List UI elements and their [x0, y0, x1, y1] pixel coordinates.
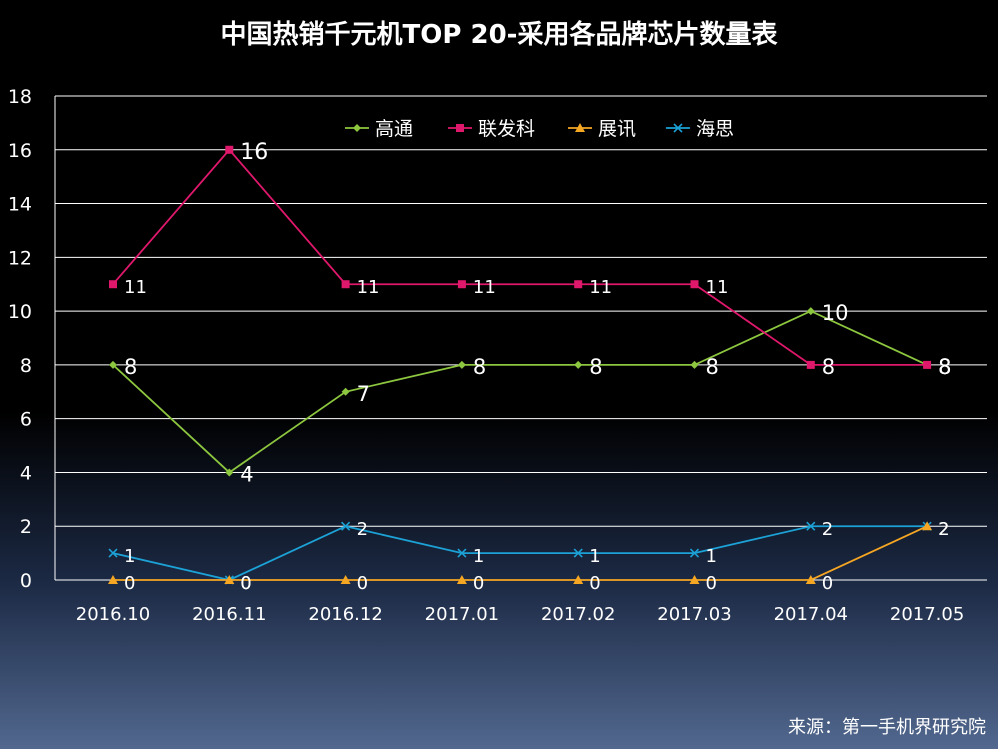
- data-point: [573, 548, 583, 558]
- data-label: 0: [822, 573, 833, 594]
- legend-entry: 联发科: [478, 118, 535, 140]
- data-point: [574, 360, 583, 369]
- x-tick-label: 2016.10: [76, 604, 150, 625]
- data-point: [689, 548, 700, 558]
- data-point: [341, 387, 350, 396]
- data-point: [457, 280, 466, 289]
- data-label: 8: [124, 355, 137, 379]
- x-tick-label: 2017.01: [425, 604, 499, 625]
- data-label: 0: [706, 573, 717, 594]
- data-label: 11: [357, 277, 380, 298]
- x-tick-label: 2017.03: [657, 604, 731, 625]
- data-point: [341, 280, 350, 289]
- y-tick-label: 16: [8, 140, 32, 162]
- data-label: 2: [822, 519, 833, 540]
- series-line-3: [112, 525, 928, 581]
- y-tick-label: 8: [20, 355, 32, 377]
- data-label: 0: [124, 573, 135, 594]
- y-tick-label: 6: [20, 409, 32, 431]
- data-point: [109, 280, 117, 289]
- data-label: 10: [822, 301, 849, 325]
- legend-marker: [575, 123, 585, 132]
- data-label: 11: [706, 277, 729, 298]
- data-point: [457, 360, 466, 369]
- chart-title: 中国热销千元机TOP 20-采用各品牌芯片数量表: [220, 20, 778, 50]
- data-point: [108, 548, 118, 558]
- data-label: 0: [357, 573, 368, 594]
- data-label: 1: [473, 546, 484, 567]
- data-label: 1: [124, 546, 135, 567]
- series-line-0: [112, 310, 928, 474]
- y-tick-label: 0: [20, 570, 32, 592]
- data-point: [923, 360, 932, 369]
- y-tick-label: 14: [8, 194, 32, 216]
- data-label: 2: [938, 519, 949, 540]
- data-point: [108, 575, 118, 584]
- legend-entry: 展讯: [598, 118, 636, 140]
- data-label: 8: [589, 355, 602, 379]
- data-point: [574, 280, 583, 289]
- data-point: [225, 145, 234, 154]
- legend-entry: 海思: [696, 118, 734, 140]
- x-tick-label: 2017.05: [890, 604, 964, 625]
- data-point: [341, 521, 351, 531]
- data-label: 11: [124, 277, 147, 298]
- x-tick-label: 2017.04: [774, 604, 848, 625]
- data-label: 7: [357, 382, 370, 406]
- data-label: 8: [706, 355, 719, 379]
- data-label: 11: [473, 277, 496, 298]
- legend-marker: [673, 123, 683, 133]
- data-label: 4: [240, 462, 253, 486]
- data-point: [457, 548, 467, 558]
- data-label: 0: [240, 573, 251, 594]
- data-point: [340, 575, 351, 584]
- data-point: [690, 280, 699, 289]
- data-label: 0: [240, 573, 251, 594]
- data-label: 2: [938, 519, 949, 540]
- y-tick-label: 10: [8, 301, 32, 323]
- data-point: [224, 575, 235, 584]
- legend-marker: [456, 124, 464, 132]
- data-point: [690, 360, 699, 369]
- data-point: [109, 360, 117, 369]
- data-label: 8: [938, 355, 951, 379]
- data-point: [806, 360, 815, 369]
- data-point: [805, 575, 816, 584]
- y-tick-label: 12: [8, 247, 32, 269]
- y-tick-label: 2: [20, 516, 32, 538]
- x-tick-label: 2016.12: [308, 604, 382, 625]
- data-label: 2: [357, 519, 368, 540]
- series-line-2: [113, 525, 928, 581]
- legend-entry: 高通: [375, 118, 413, 140]
- data-label: 1: [706, 546, 717, 567]
- data-label: 0: [589, 573, 600, 594]
- data-point: [225, 468, 234, 477]
- data-label: 8: [473, 355, 486, 379]
- legend-marker: [353, 124, 361, 132]
- data-point: [922, 521, 933, 531]
- data-label: 1: [589, 546, 600, 567]
- data-label: 0: [473, 573, 484, 594]
- data-label: 16: [240, 140, 268, 165]
- source-note: 来源：第一手机界研究院: [788, 717, 986, 738]
- data-point: [806, 307, 815, 316]
- data-point: [689, 575, 700, 584]
- data-label: 11: [589, 277, 612, 298]
- x-tick-label: 2016.11: [192, 604, 266, 625]
- data-point: [573, 575, 584, 584]
- series-line-1: [112, 148, 928, 366]
- data-label: 8: [938, 355, 951, 379]
- data-point: [806, 521, 816, 531]
- data-point: [456, 575, 467, 584]
- x-tick-label: 2017.02: [541, 604, 615, 625]
- data-label: 8: [822, 355, 835, 379]
- y-tick-label: 18: [8, 86, 32, 108]
- y-tick-label: 4: [20, 462, 32, 484]
